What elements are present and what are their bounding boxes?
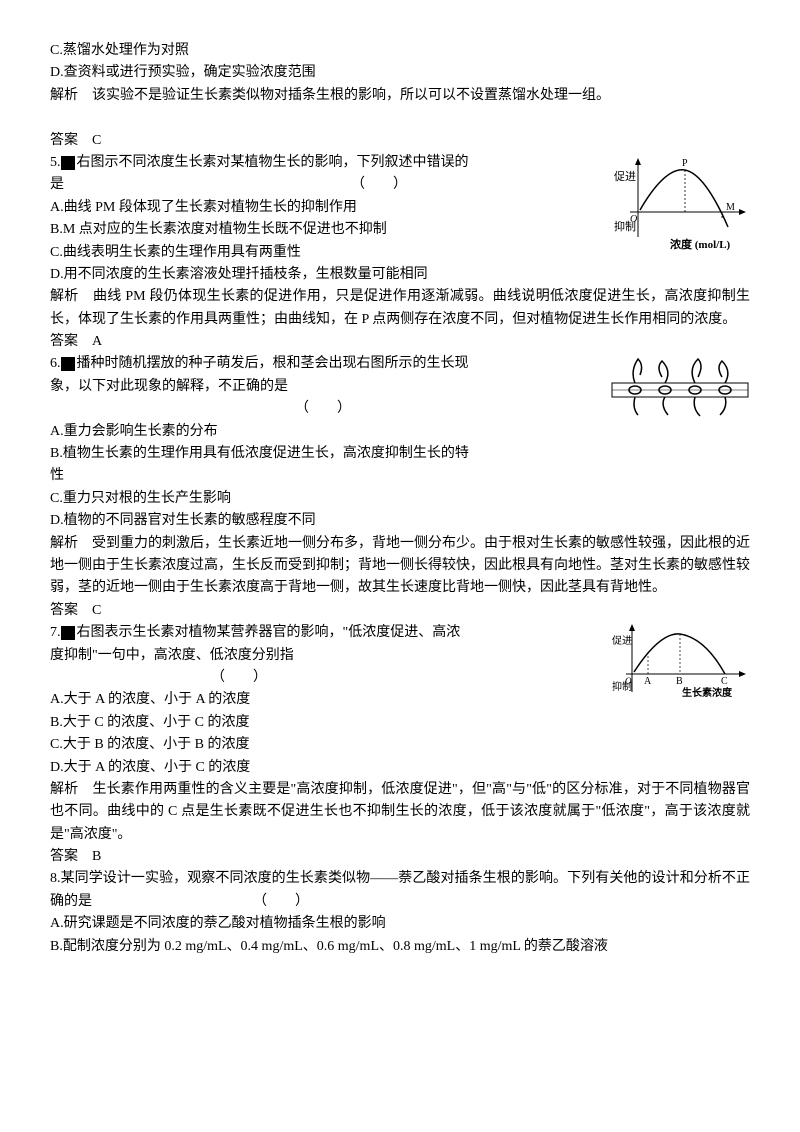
marker-icon [61,156,75,170]
q4-answer: 答案 C [50,130,750,152]
analysis-label: 解析 [50,289,79,304]
a-label: A [644,676,652,687]
q5-num: 5. [50,155,61,170]
x-label: 生长素浓度 [682,686,733,699]
analysis-text: 该实验不是验证生长素类似物对插条生根的影响，所以可以不设置蒸馏水处理一组。 [92,88,610,103]
marker-icon [61,626,75,640]
paren: （ ） [260,894,309,909]
paren: （ ） [302,401,351,416]
b-label: B [676,676,683,687]
answer-text: B [92,849,101,864]
q8-stem: 8.某同学设计一实验，观察不同浓度的生长素类似物——萘乙酸对插条生根的影响。下列… [50,868,750,913]
analysis-label: 解析 [50,782,78,797]
q6-stem1: 播种时随机摆放的种子萌发后，根和茎会出现右图所示的生长现 [77,356,469,371]
answer-label: 答案 [50,334,78,349]
q6-answer: 答案 C [50,600,750,622]
q7-option-b: B.大于 C 的浓度、小于 C 的浓度 [50,712,750,734]
answer-label: 答案 [50,849,78,864]
analysis-text: 生长素作用两重性的含义主要是"高浓度抑制，低浓度促进"，但"高"与"低"的区分标… [50,782,750,842]
p-label: P [682,158,688,169]
q5-stem2: 是 [50,177,64,192]
c-label: C [721,676,728,687]
m-label: M [726,202,735,213]
analysis-label: 解析 [50,536,78,551]
marker-icon [61,357,75,371]
x-label: 浓度 (mol/L) [670,237,731,251]
q7-stem1: 右图表示生长素对植物某营养器官的影响，"低浓度促进、高浓 [77,625,461,640]
answer-text: A [92,334,102,349]
q6-analysis: 解析 受到重力的刺激后，生长素近地一侧分布多，背地一侧分布少。由于根对生长素的敏… [50,533,750,600]
q5-option-d: D.用不同浓度的生长素溶液处理扦插枝条，生根数量可能相同 [50,264,750,286]
q6-option-b2: 性 [50,465,750,487]
q5-stem1: 右图示不同浓度生长素对某植物生长的影响，下列叙述中错误的 [77,155,469,170]
answer-label: 答案 [50,603,78,618]
svg-text:O: O [625,676,632,686]
analysis-label: 解析 [50,88,78,103]
q7-option-d: D.大于 A 的浓度、小于 C 的浓度 [50,757,750,779]
paren: （ ） [358,177,407,192]
paren: （ ） [218,670,267,685]
analysis-text: 受到重力的刺激后，生长素近地一侧分布多，背地一侧分布少。由于根对生长素的敏感性较… [50,536,750,596]
answer-text: C [92,133,101,148]
q5-answer: 答案 A [50,331,750,353]
answer-label: 答案 [50,133,78,148]
q7-answer: 答案 B [50,846,750,868]
answer-text: C [92,603,101,618]
q7-num: 7. [50,625,61,640]
q6-option-b1: B.植物生长素的生理作用具有低浓度促进生长，高浓度抑制生长的特 [50,443,750,465]
q7-analysis: 解析 生长素作用两重性的含义主要是"高浓度抑制，低浓度促进"，但"高"与"低"的… [50,779,750,846]
q6-graph [610,353,750,423]
q4-analysis: 解析 该实验不是验证生长素类似物对插条生根的影响，所以可以不设置蒸馏水处理一组。 [50,85,750,107]
q7-graph: A B C 促进 抑制 O 生长素浓度 [610,622,750,707]
y-top: 促进 [612,634,632,647]
q4-option-c: C.蒸馏水处理作为对照 [50,40,750,62]
q8-num: 8. [50,871,61,886]
q4-option-d: D.查资料或进行预实验，确定实验浓度范围 [50,62,750,84]
svg-text:O: O [630,214,637,225]
analysis-text: 曲线 PM 段仍体现生长素的促进作用，只是促进作用逐渐减弱。曲线说明低浓度促进生… [50,289,750,326]
q5-graph: P M 促进 抑制 O 浓度 (mol/L) [610,152,750,252]
q6-option-c: C.重力只对根的生长产生影响 [50,488,750,510]
q8-option-b: B.配制浓度分别为 0.2 mg/mL、0.4 mg/mL、0.6 mg/mL、… [50,936,750,958]
q6-num: 6. [50,356,61,371]
q5-analysis: 解析 曲线 PM 段仍体现生长素的促进作用，只是促进作用逐渐减弱。曲线说明低浓度… [50,286,750,331]
q8-option-a: A.研究课题是不同浓度的萘乙酸对植物插条生根的影响 [50,913,750,935]
q8-stem-text: 某同学设计一实验，观察不同浓度的生长素类似物——萘乙酸对插条生根的影响。下列有关… [50,871,750,908]
q6-option-a: A.重力会影响生长素的分布 [50,421,750,443]
q6-option-d: D.植物的不同器官对生长素的敏感程度不同 [50,510,750,532]
y-top: 促进 [614,169,636,183]
q7-option-c: C.大于 B 的浓度、小于 B 的浓度 [50,734,750,756]
